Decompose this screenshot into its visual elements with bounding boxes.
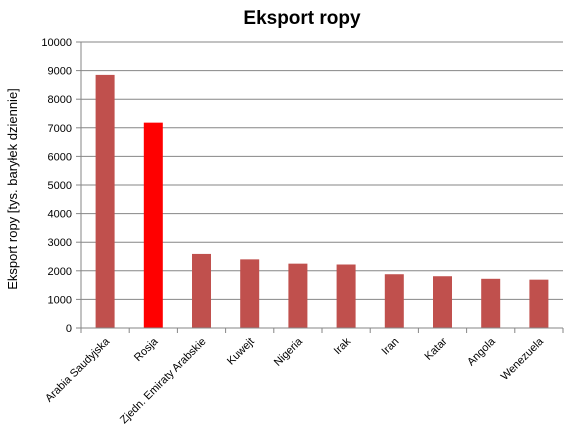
y-tick-labels: 0 1000 2000 3000 4000 5000 6000 7000 8000 9000 100… xyxy=(41,37,81,335)
x-tick-label: Iran xyxy=(380,336,402,358)
y-tick-label: 6000 xyxy=(48,151,72,163)
bar xyxy=(143,122,163,328)
y-tick-label: 5000 xyxy=(48,180,72,192)
x-tick-label: Katar xyxy=(423,335,450,362)
y-tick-label: 0 xyxy=(66,323,72,335)
axes xyxy=(80,42,564,333)
bar xyxy=(288,263,308,328)
x-tick-label: Kuwejt xyxy=(225,336,257,368)
y-tick-label: 8000 xyxy=(48,94,72,106)
bar xyxy=(192,253,211,328)
x-tick-label: Arabia Saudyjska xyxy=(43,335,113,405)
y-tick-label: 10000 xyxy=(41,37,72,49)
y-tick-label: 9000 xyxy=(48,66,72,78)
chart-title: Eksport ropy xyxy=(243,8,361,29)
bar xyxy=(95,74,115,328)
x-tick-label: Zjedn. Emiraty Arabskie xyxy=(118,336,209,427)
y-tick-label: 3000 xyxy=(48,237,72,249)
y-tick-label: 7000 xyxy=(48,123,72,135)
x-tick-label: Angola xyxy=(465,335,498,368)
x-tick-label: Nigeria xyxy=(272,335,306,369)
bar xyxy=(240,259,260,328)
x-tick-label: Wenezuela xyxy=(499,335,547,383)
bar xyxy=(384,274,404,328)
bar xyxy=(481,278,501,328)
y-axis-label: Eksport ropy [tys. baryłek dziennie] xyxy=(5,88,20,290)
y-tick-label: 1000 xyxy=(48,294,72,306)
x-tick-label: Rosja xyxy=(132,335,161,364)
x-tick-label: Irak xyxy=(332,335,354,357)
bars xyxy=(95,74,549,328)
y-tick-label: 2000 xyxy=(48,266,72,278)
bar xyxy=(336,264,356,328)
y-tick-label: 4000 xyxy=(48,209,72,221)
bar xyxy=(529,279,549,328)
bar xyxy=(433,276,452,328)
